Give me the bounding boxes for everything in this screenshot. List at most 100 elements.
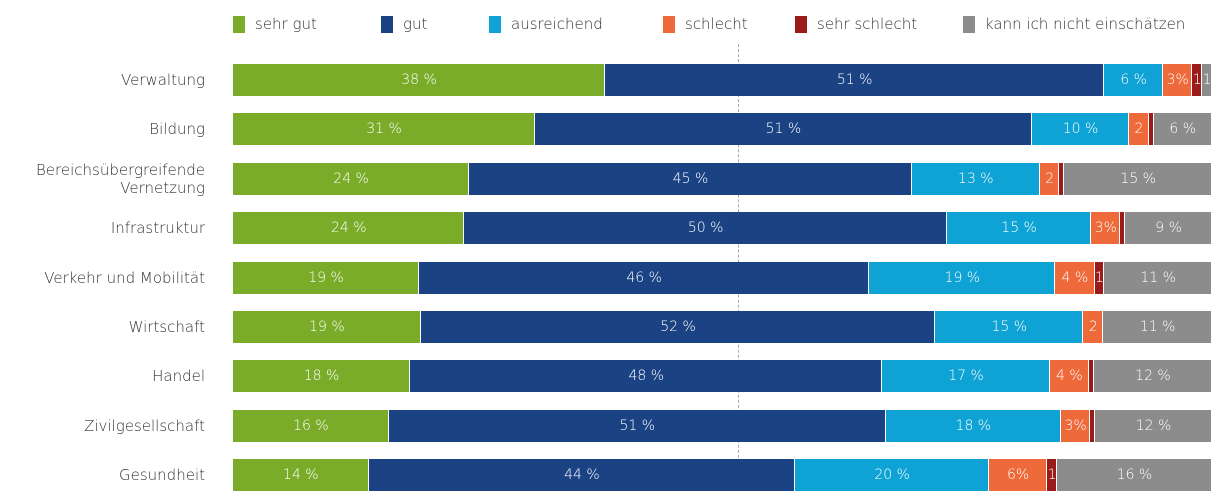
value-label: 1 — [1192, 72, 1202, 88]
value-label: 24 % — [330, 220, 367, 237]
bar-segment: 11 % — [1104, 261, 1212, 294]
legend-swatch — [489, 16, 501, 33]
value-label: 3% — [1094, 220, 1117, 237]
value-label: 24 % — [333, 170, 369, 187]
bar-segment: 20 % — [795, 459, 990, 492]
value-label: 3% — [1166, 72, 1189, 88]
value-label: 1 — [1094, 269, 1104, 286]
legend-label: sehr schlecht — [817, 15, 918, 33]
value-label: 9 % — [1155, 220, 1182, 237]
legend-label: schlecht — [685, 15, 748, 33]
bar-segment: 1 — [1094, 261, 1105, 294]
bar-segment: 24 % — [233, 162, 470, 195]
bar-segment: 3% — [1163, 64, 1193, 96]
value-label: 2 — [1134, 121, 1144, 138]
bar-segment — [1120, 212, 1126, 245]
value-label: 19 % — [309, 319, 345, 335]
bar-segment — [1090, 409, 1096, 442]
bar-segment — [1059, 162, 1065, 195]
value-label: 11 % — [1140, 269, 1176, 286]
category-label: Wirtschaft — [128, 318, 205, 336]
value-label: 4 % — [1061, 269, 1089, 286]
legend-swatch — [795, 16, 807, 33]
bar-segment: 45 % — [469, 162, 912, 195]
value-label: 13 % — [958, 170, 994, 187]
legend-label: kann ich nicht einschätzen — [985, 15, 1186, 33]
bar-segment: 1 — [1047, 459, 1057, 492]
bar-segment: 16 % — [1056, 459, 1212, 492]
bar-segment: 12 % — [1095, 409, 1212, 442]
legend-swatch — [233, 16, 245, 33]
bar-segment: 15 % — [935, 311, 1084, 343]
value-label: 38 % — [401, 72, 437, 88]
value-label: 6 % — [1120, 72, 1147, 88]
legend-label: gut — [403, 15, 428, 33]
bar-segment: 14 % — [233, 459, 369, 492]
value-label: 16 % — [1116, 467, 1153, 484]
bar-segment: 19 % — [233, 311, 421, 343]
value-label: 31 % — [366, 121, 402, 138]
bar-segment: 15 % — [1064, 162, 1212, 195]
category-label: Zivilgesellschaft — [84, 416, 205, 435]
category-label: Infrastruktur — [110, 219, 205, 238]
bar-segment: 19 % — [869, 261, 1056, 294]
bar-segment: 17 % — [882, 360, 1050, 393]
bar-segment: 2 — [1129, 113, 1149, 146]
value-label: 19 % — [308, 269, 344, 286]
legend-swatch — [963, 16, 975, 33]
value-label: 2 — [1045, 170, 1055, 187]
value-label: 14 % — [283, 467, 319, 484]
category-label: Handel — [152, 367, 205, 386]
bar-segment: 2 — [1039, 162, 1060, 195]
bar-segment: 6 % — [1104, 64, 1164, 96]
value-label: 51 % — [619, 417, 656, 434]
value-label: 19 % — [944, 269, 981, 286]
bar-segment: 12 % — [1093, 360, 1212, 393]
value-label: 1 — [1202, 72, 1212, 88]
bar-segment: 1 — [1202, 64, 1212, 96]
bar-segment: 4 % — [1049, 360, 1089, 393]
bar-segment: 1 — [1192, 64, 1203, 96]
value-label: 18 % — [303, 368, 340, 385]
bar-segment: 48 % — [410, 360, 883, 393]
category-label: Bildung — [149, 120, 205, 139]
value-label: 17 % — [948, 368, 984, 385]
value-label: 15 % — [1001, 220, 1037, 237]
bar-segment: 19 % — [233, 261, 419, 294]
bar-segment: 51 % — [605, 64, 1105, 96]
value-label: 46 % — [626, 269, 662, 286]
bar-segment — [1089, 360, 1094, 393]
value-label: 3% — [1064, 417, 1087, 434]
legend-swatch — [663, 16, 675, 33]
category-label: Bereichsübergreifende Vernetzung — [35, 160, 205, 197]
bar-segment: 2 — [1083, 311, 1104, 343]
bar-segment: 6% — [989, 459, 1048, 492]
bar-segment: 15 % — [946, 212, 1092, 245]
category-label: Verkehr und Mobilität — [44, 268, 205, 287]
value-label: 2 — [1088, 319, 1098, 335]
bar-segment: 51 % — [534, 113, 1032, 146]
bar-segment: 13 % — [911, 162, 1040, 195]
bar-segment: 4 % — [1055, 261, 1095, 294]
bar-segment: 3% — [1091, 212, 1121, 245]
category-label: Verwaltung — [120, 71, 205, 89]
value-label: 1 — [1047, 467, 1057, 484]
value-label: 11 % — [1139, 319, 1176, 335]
bar-segment: 6 % — [1153, 113, 1212, 146]
value-label: 51 % — [836, 72, 873, 88]
bar-segment: 16 % — [233, 409, 389, 442]
value-label: 18 % — [955, 417, 992, 434]
value-label: 16 % — [293, 417, 329, 434]
bar-segment: 11 % — [1103, 311, 1212, 343]
value-label: 51 % — [765, 121, 802, 138]
bar-segment: 38 % — [233, 64, 606, 96]
value-label: 52 % — [660, 319, 696, 335]
legend-swatch — [381, 16, 393, 33]
value-label: 20 % — [874, 467, 910, 484]
bar-segment: 44 % — [368, 459, 796, 492]
bar-segment: 52 % — [420, 311, 936, 343]
bar-segment: 3% — [1061, 409, 1091, 442]
bar-segment: 51 % — [388, 409, 886, 442]
value-label: 48 % — [628, 368, 665, 385]
legend-label: sehr gut — [255, 15, 317, 33]
